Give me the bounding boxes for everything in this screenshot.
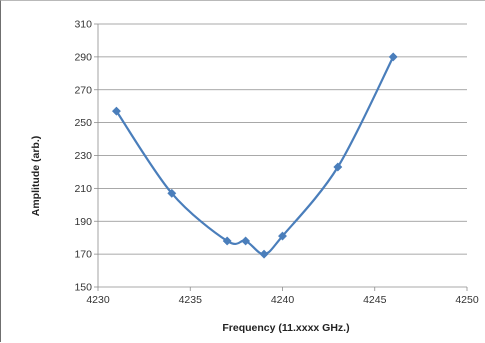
x-tick-label: 4245: [363, 294, 387, 306]
series-group: [111, 52, 398, 259]
y-tick-label: 250: [74, 117, 92, 129]
y-tick-label: 270: [74, 84, 92, 96]
y-tick-label: 190: [74, 216, 92, 228]
data-point-marker: [111, 106, 122, 116]
y-tick-label: 310: [74, 19, 92, 31]
data-point-marker: [277, 231, 288, 241]
y-axis-label: Amplitude (arb.): [30, 136, 42, 217]
x-tick-label: 4235: [179, 294, 203, 306]
data-point-marker: [222, 236, 232, 246]
data-point-marker: [333, 162, 343, 172]
x-tick-labels: 4230 4235 4240 4245 4250: [86, 294, 479, 306]
x-tick-label: 4230: [86, 294, 110, 306]
axes: [94, 23, 468, 291]
y-tick-label: 170: [74, 249, 92, 261]
y-tick-label: 230: [74, 150, 92, 162]
data-point-marker: [388, 52, 398, 62]
data-point-marker: [241, 236, 251, 246]
x-axis-label: Frequency (11.xxxx GHz.): [222, 322, 349, 334]
y-tick-label: 150: [74, 282, 92, 294]
y-tick-label: 210: [74, 183, 92, 195]
y-tick-label: 290: [74, 51, 92, 63]
data-point-marker: [167, 188, 177, 198]
x-tick-label: 4240: [271, 294, 295, 306]
x-tick-label: 4250: [455, 294, 479, 306]
data-point-marker: [259, 249, 269, 259]
gridlines: [98, 23, 467, 255]
y-tick-labels: 150 170 190 210 230 250 270 290 310: [74, 19, 92, 294]
